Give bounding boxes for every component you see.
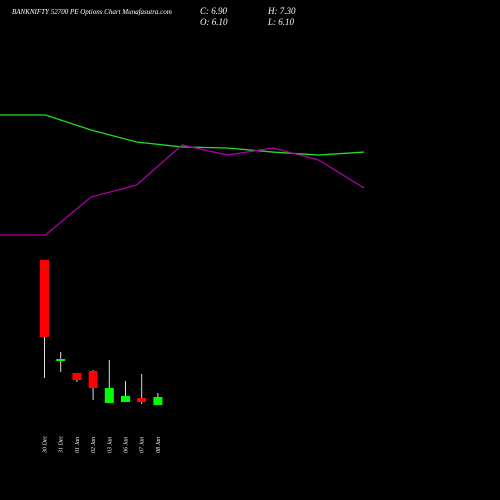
- x-tick-label: 03 Jan: [107, 437, 113, 453]
- x-tick-label: 31 Dec: [59, 436, 65, 454]
- candle-body: [72, 373, 82, 380]
- candle-body: [137, 398, 147, 402]
- candle-body: [153, 397, 163, 405]
- candle-body: [121, 396, 130, 402]
- x-tick-label: 06 Jan: [124, 437, 130, 453]
- candle-body: [40, 260, 49, 337]
- chart-title: BANKNIFTY 52700 PE Options Chart Munafas…: [12, 8, 172, 16]
- stat-open: O: 6.10: [200, 17, 228, 27]
- x-tick-label: 01 Jan: [75, 437, 81, 453]
- stat-close: C: 6.90: [200, 6, 228, 16]
- x-tick-label: 30 Dec: [43, 436, 49, 454]
- x-tick-label: 08 Jan: [156, 437, 162, 453]
- stat-high: H: 7.30: [267, 6, 296, 16]
- candle-body: [88, 371, 98, 388]
- x-tick-label: 07 Jan: [140, 437, 146, 453]
- candle-body: [56, 359, 66, 361]
- indicator-line: [0, 114, 365, 156]
- indicator-line: [0, 144, 365, 236]
- x-tick-label: 02 Jan: [91, 437, 97, 453]
- candle-body: [104, 388, 114, 403]
- stat-low: L: 6.10: [267, 17, 295, 27]
